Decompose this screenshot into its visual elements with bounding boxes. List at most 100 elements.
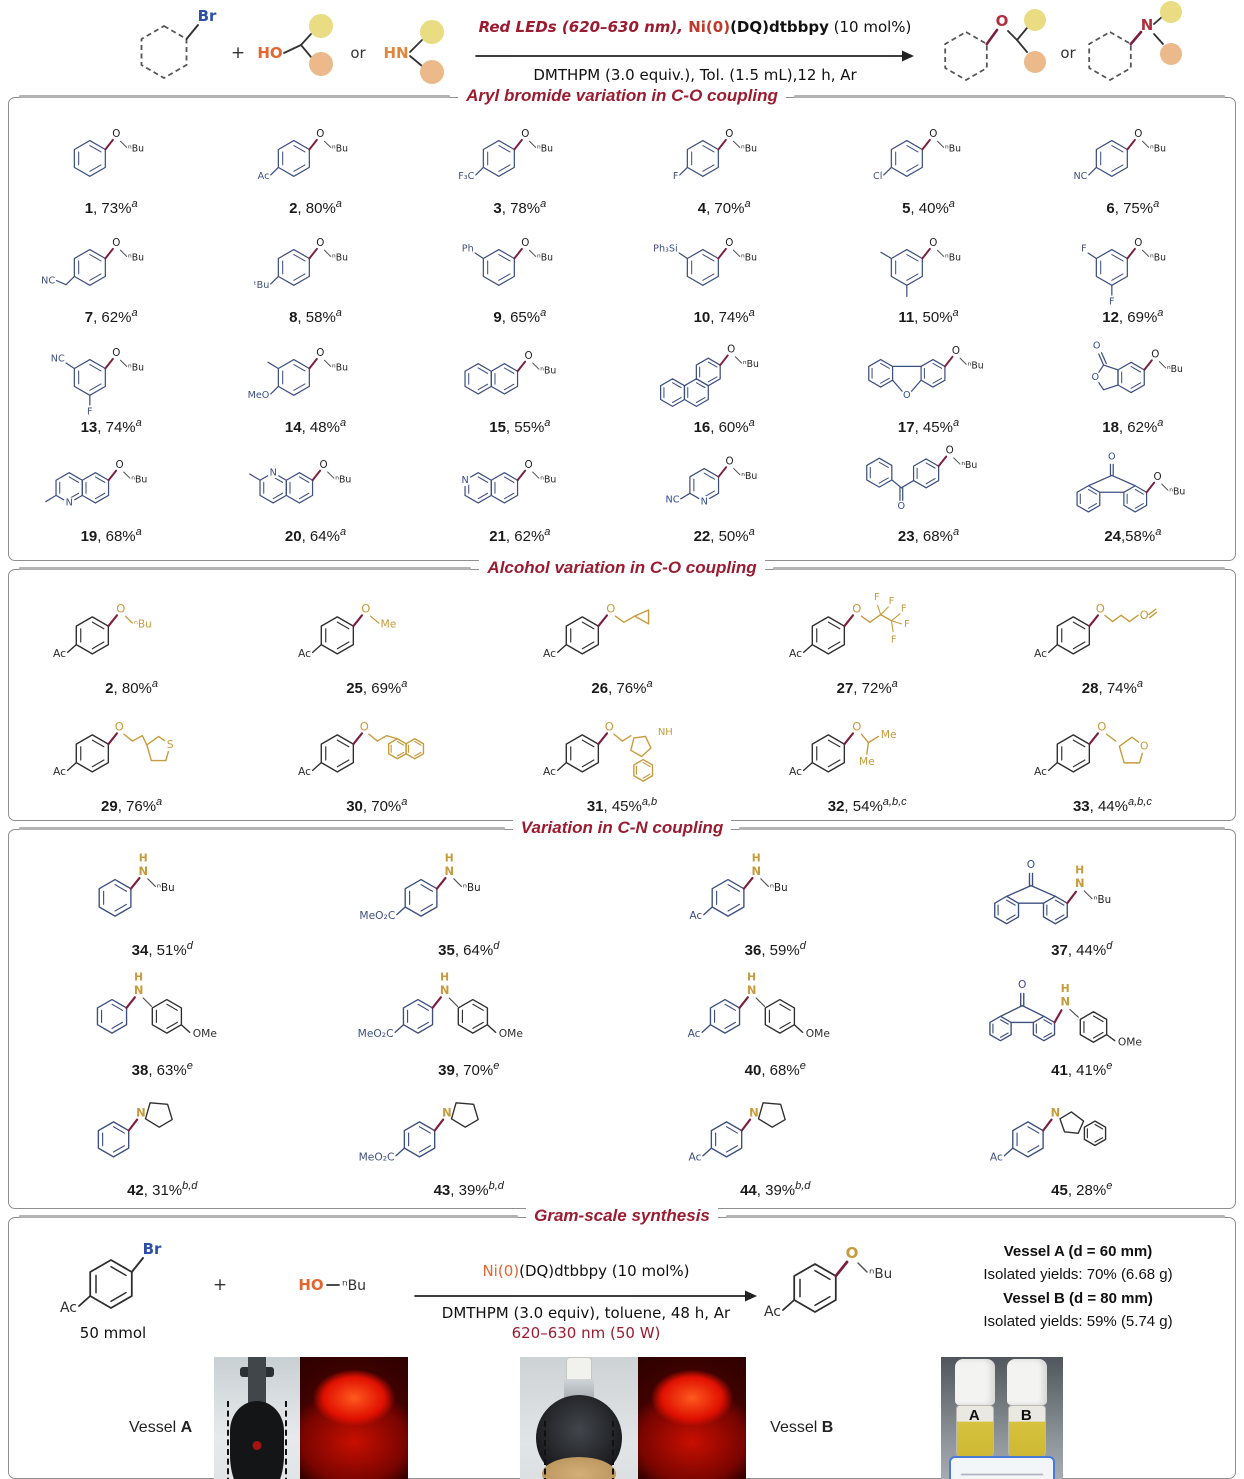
svg-text:Ac: Ac — [53, 765, 66, 778]
compound-caption: 22, 50%a — [693, 526, 755, 545]
compound-caption: 41, 41%e — [1051, 1060, 1113, 1079]
svg-text:ⁿBu: ⁿBu — [336, 474, 352, 485]
compound-caption: 37, 44%d — [1051, 940, 1113, 959]
structure-26: Ac O — [543, 601, 650, 660]
svg-text:ⁿBu: ⁿBu — [537, 143, 553, 154]
svg-text:N: N — [1075, 876, 1085, 890]
title-rule — [19, 1214, 519, 1218]
svg-text:O: O — [852, 719, 861, 733]
svg-text:ⁿBu: ⁿBu — [743, 359, 759, 370]
compound-caption: 15, 55%a — [489, 416, 551, 436]
compound-31: Ac O NH 31, 45%a,b — [499, 700, 744, 818]
svg-text:+: + — [213, 1275, 227, 1295]
vial-cap — [955, 1359, 996, 1405]
compound-caption: 25, 69%a — [346, 678, 408, 697]
compound-caption: 17, 45%a — [897, 416, 960, 436]
svg-text:O: O — [727, 343, 735, 355]
svg-text:O: O — [360, 719, 369, 733]
svg-text:Ac: Ac — [764, 1304, 781, 1320]
svg-text:O: O — [1153, 471, 1161, 483]
compound-45: Ac N 45, 28%e — [929, 1082, 1236, 1202]
svg-text:O: O — [1096, 601, 1105, 615]
handwritten-label — [949, 1456, 1056, 1479]
vial-b-letter: B — [1020, 1407, 1032, 1424]
svg-text:H: H — [139, 851, 148, 864]
svg-text:Me: Me — [381, 618, 397, 631]
compound-caption: 33, 44%a,b,c — [1072, 796, 1152, 815]
svg-text:Ac: Ac — [298, 647, 311, 660]
svg-text:F: F — [891, 634, 897, 645]
compound-28: Ac O O 28, 74%a — [990, 582, 1235, 700]
svg-text:N: N — [443, 1106, 453, 1120]
flask-neck — [248, 1357, 267, 1409]
section-title-bar: Alcohol variation in C-O coupling — [19, 558, 1226, 578]
title-rule — [772, 566, 1226, 570]
compound-27: Ac O F F F F F 27, 72%a — [745, 582, 990, 700]
section-title: Aryl bromide variation in C-O coupling — [458, 86, 786, 106]
svg-text:N: N — [445, 864, 455, 878]
vessel-b-label: Vessel B — [770, 1419, 834, 1436]
svg-text:H: H — [747, 971, 756, 984]
compound-25: Ac O Me 25, 69%a — [254, 582, 499, 700]
flask-base — [542, 1457, 617, 1479]
structure-45: Ac N — [990, 1106, 1107, 1163]
svg-text:H: H — [445, 851, 454, 864]
svg-text:O: O — [946, 445, 954, 457]
compound-30: Ac O 30, 70%a — [254, 700, 499, 818]
svg-text:O: O — [605, 719, 614, 733]
svg-text:N: N — [136, 1106, 146, 1120]
compound-caption: 7, 62%a — [84, 307, 138, 326]
svg-text:ⁿBu: ⁿBu — [1094, 894, 1112, 906]
svg-text:N: N — [461, 475, 468, 486]
svg-text:Br: Br — [143, 1240, 162, 1258]
compound-caption: 43, 39%b,d — [433, 1180, 504, 1199]
title-rule — [19, 94, 451, 98]
svg-text:O: O — [116, 459, 124, 471]
compound-caption: 36, 59%d — [744, 940, 806, 959]
svg-text:Ac: Ac — [689, 909, 702, 922]
svg-text:Cl: Cl — [873, 171, 882, 182]
svg-text:Ac: Ac — [990, 1150, 1003, 1163]
handwriting-line — [961, 1462, 1044, 1475]
svg-text:O: O — [852, 601, 861, 615]
compound-caption: 35, 64%d — [438, 940, 500, 959]
compound-caption: 30, 70%a — [346, 796, 408, 815]
svg-text:ⁿBu: ⁿBu — [332, 362, 348, 373]
svg-text:N: N — [1051, 1106, 1061, 1120]
svg-text:ⁿBu: ⁿBu — [1167, 363, 1183, 374]
svg-text:O: O — [361, 601, 370, 615]
svg-text:ⁿBu: ⁿBu — [962, 460, 978, 471]
compound-40: Ac N H OMe 40, 68%e — [622, 962, 929, 1082]
svg-text:ⁿBu: ⁿBu — [869, 1266, 892, 1282]
compound-caption: 39, 70%e — [438, 1060, 500, 1079]
svg-text:O: O — [524, 459, 532, 471]
compound-caption: 8, 58%a — [289, 307, 342, 326]
vessel-b-yield: Isolated yields: 59% (5.74 g) — [983, 1312, 1173, 1330]
compound-caption: 10, 74%a — [693, 307, 755, 326]
svg-text:H: H — [1076, 863, 1085, 876]
svg-text:ⁿBu: ⁿBu — [157, 882, 175, 894]
svg-text:ⁿBu: ⁿBu — [537, 253, 553, 264]
compound-caption: 18, 62%a — [1102, 416, 1164, 436]
svg-text:N: N — [1061, 995, 1071, 1009]
structure-42: N — [97, 1102, 173, 1158]
structure-39: MeO₂C NH OMe — [358, 971, 523, 1040]
